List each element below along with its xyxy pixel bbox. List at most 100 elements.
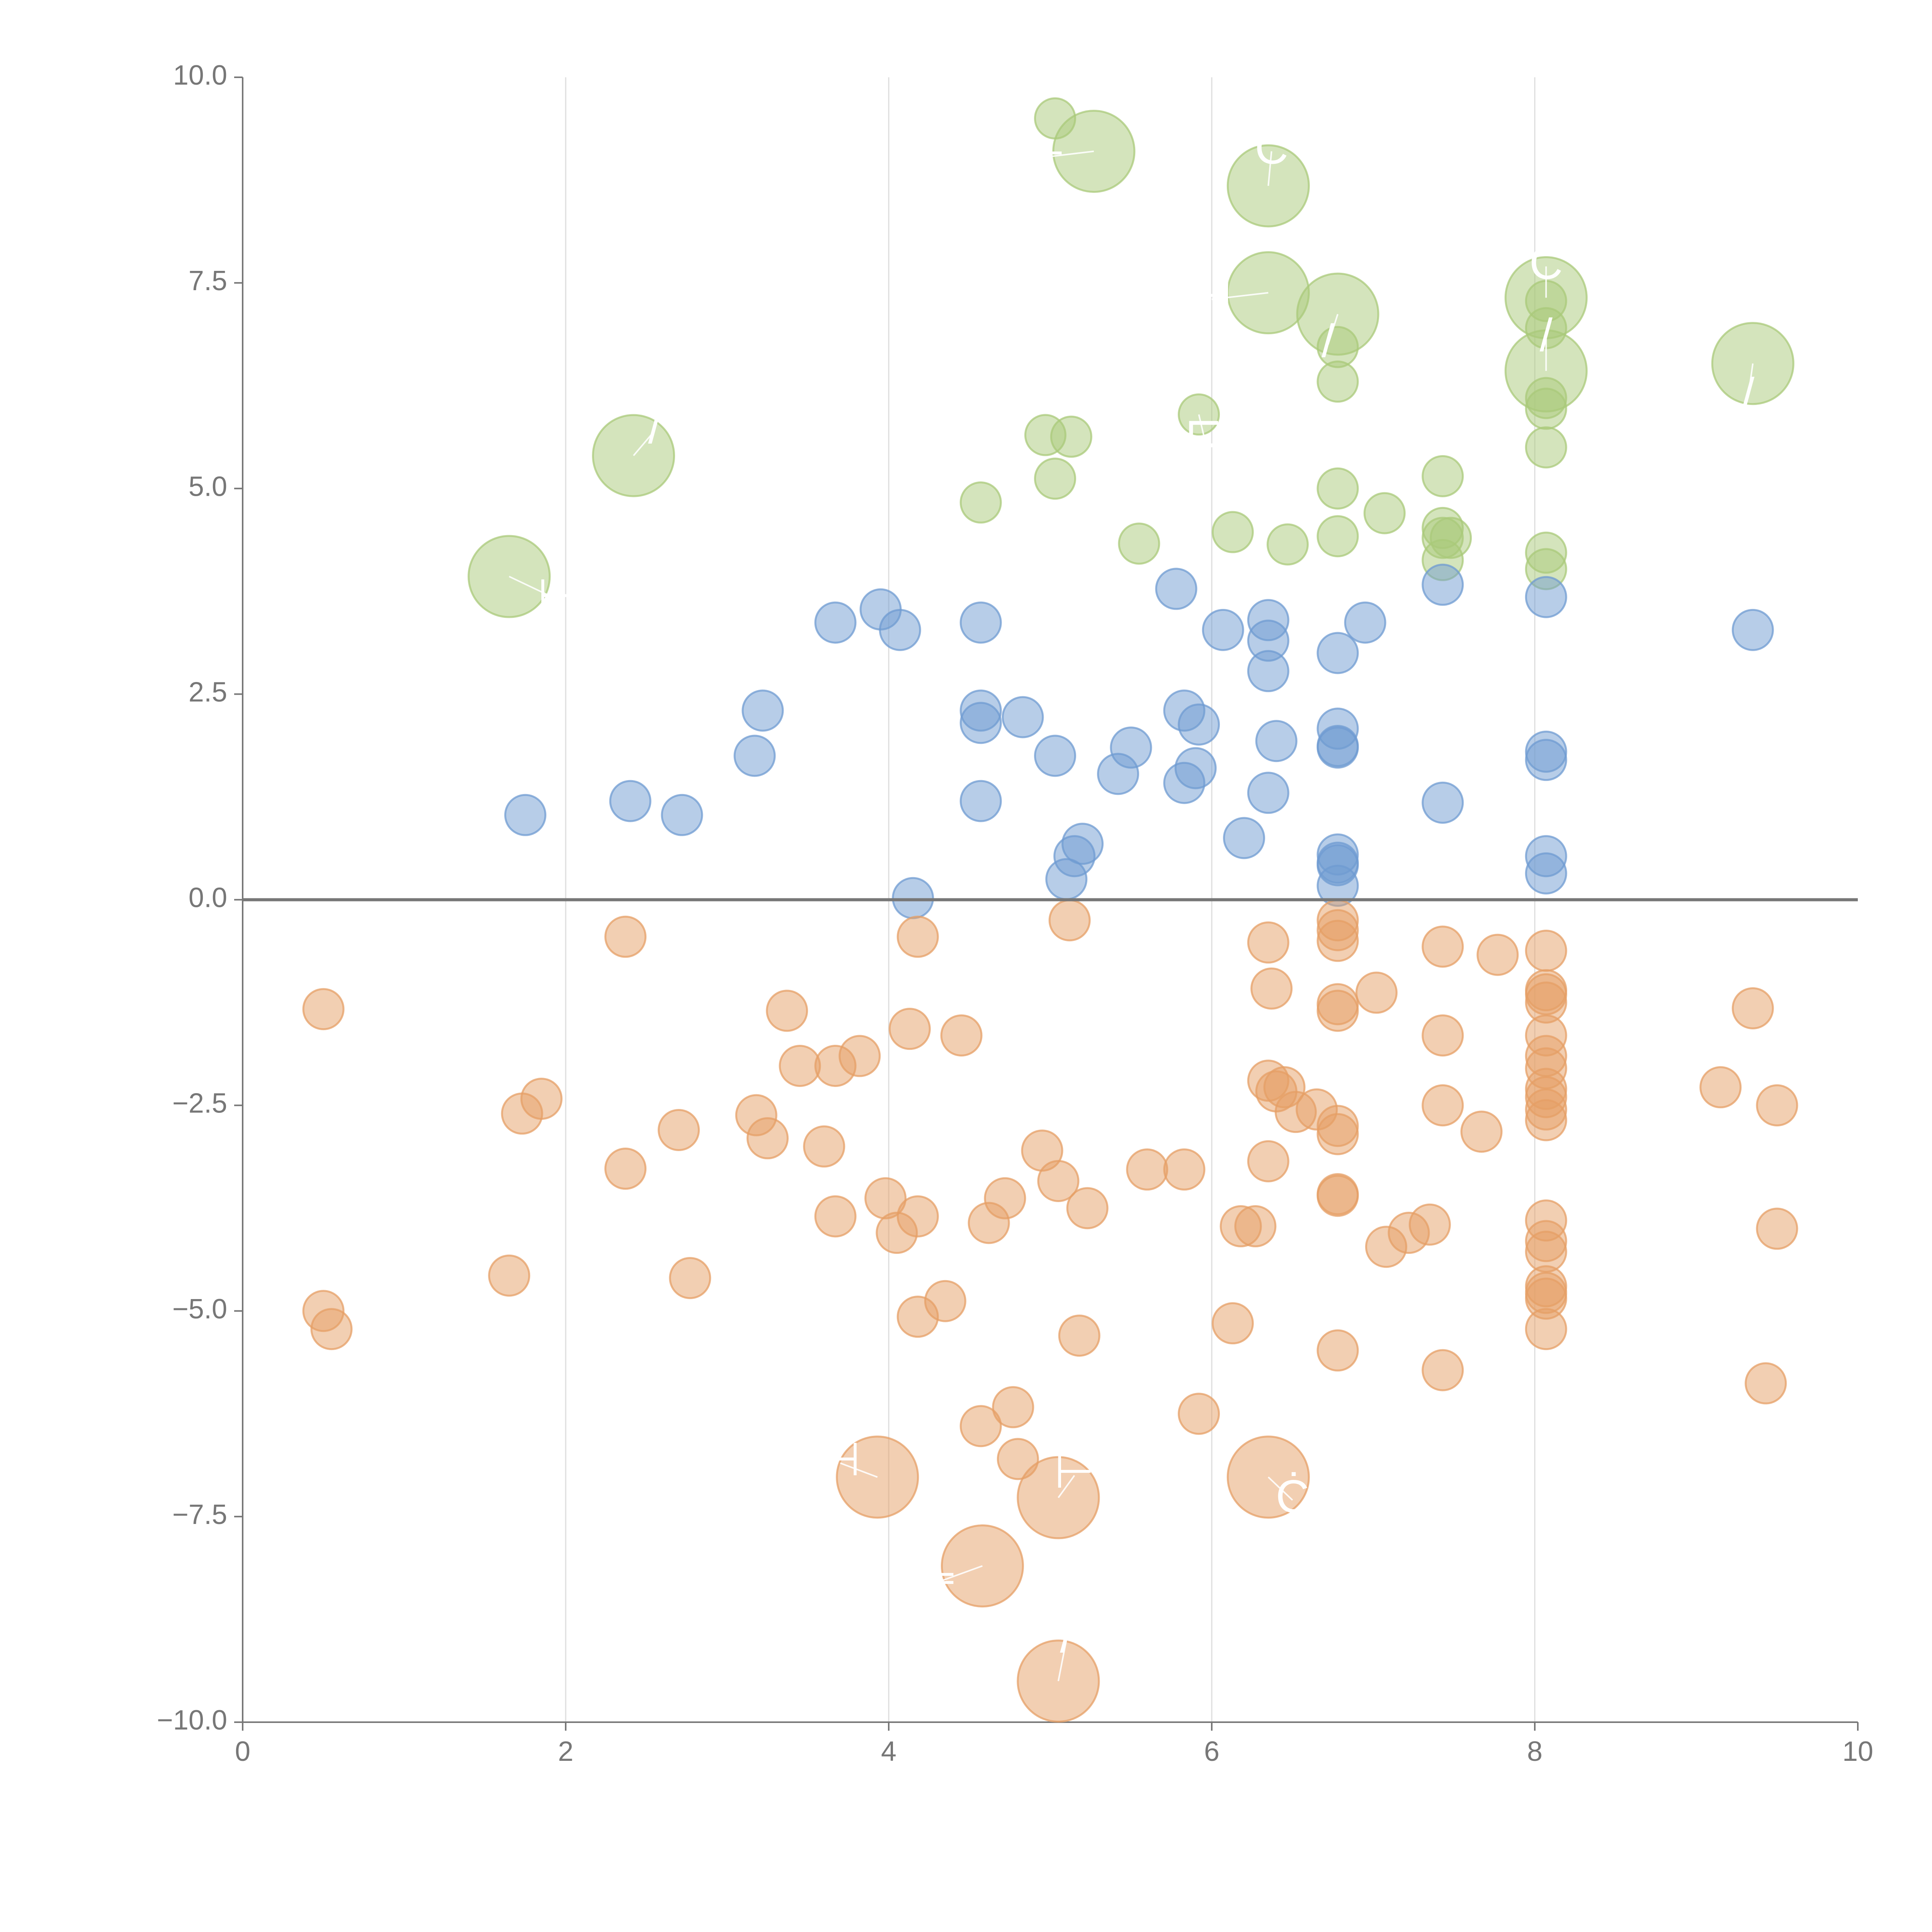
orange-bubble-47	[1316, 1113, 1359, 1155]
annotation-leader-7	[1198, 414, 1205, 435]
orange-bubble-90	[1178, 1393, 1220, 1435]
orange-bubble-9	[1476, 934, 1519, 976]
green-bubble-27	[1316, 515, 1359, 558]
annotation-label-0: ⊢	[1025, 128, 1066, 179]
annotation-leader-6	[1747, 363, 1754, 398]
y-tick-label-4: 0.0	[189, 883, 227, 913]
orange-bubble-69	[876, 1212, 918, 1254]
x-tick-label-1: 2	[558, 1736, 573, 1767]
blue-bubble-23	[1316, 726, 1359, 769]
annotation-leader-11	[1267, 1476, 1293, 1501]
orange-bubble-8	[1525, 929, 1567, 972]
orange-bubble-67	[1234, 1205, 1277, 1248]
annotation-leader-2	[1211, 292, 1269, 300]
blue-bubble-31	[1163, 762, 1206, 804]
annotation-leader-10	[840, 1462, 878, 1478]
blue-bubble-19	[1178, 703, 1220, 746]
blue-bubble-27	[1034, 735, 1077, 777]
blue-bubble-0	[1155, 568, 1197, 610]
orange-bubble-10	[1250, 967, 1293, 1010]
blue-bubble-7	[1344, 601, 1386, 644]
blue-bubble-5	[814, 601, 857, 644]
y-tick-label-8: 10.0	[173, 60, 227, 91]
blue-bubble-34	[959, 780, 1002, 822]
blue-bubble-46	[1045, 858, 1088, 900]
green-bubble-22	[959, 481, 1002, 524]
axis-ticks: 0 2 4 6 8 10 −10.0 −7.5 −5.0 −2.5 0.0 2.5 5.0 7.5 10.0	[157, 60, 1873, 1767]
orange-bubble-68	[1756, 1208, 1798, 1250]
orange-bubble-86	[1316, 1329, 1359, 1372]
orange-bubble-6	[1247, 921, 1289, 964]
x-tick-label-4: 8	[1527, 1736, 1543, 1767]
orange-bubble-87	[1422, 1349, 1464, 1391]
annotation-leader-0	[1045, 150, 1094, 158]
annotation-label-3: /	[1321, 315, 1335, 367]
orange-bubble-85	[1058, 1315, 1100, 1357]
orange-bubble-72	[1365, 1226, 1407, 1268]
blue-bubble-1	[1422, 563, 1464, 606]
annotation-label-10: ⊣	[820, 1434, 861, 1485]
orange-bubble-51	[1247, 1140, 1289, 1182]
orange-bubble-92	[997, 1438, 1039, 1480]
orange-bubble-82	[1211, 1302, 1254, 1345]
blue-bubble-9	[1202, 609, 1244, 651]
annotation-leader-12	[1058, 1475, 1075, 1498]
blue-bubble-6	[959, 601, 1002, 644]
orange-bubble-7	[1422, 925, 1464, 968]
orange-bubble-37	[1756, 1084, 1798, 1127]
orange-bubble-0	[1048, 899, 1091, 942]
orange-bubble-39	[1274, 1091, 1317, 1133]
orange-bubble-48	[747, 1117, 789, 1160]
annotation-label-8: /	[648, 401, 661, 453]
annotation-label-7: ⊏	[1184, 406, 1223, 457]
y-tick-label-3: −2.5	[172, 1088, 227, 1119]
blue-bubble-33	[609, 780, 651, 822]
blue-bubble-17	[1002, 696, 1044, 738]
blue-bubble-14	[742, 689, 784, 732]
annotation-leader-13	[937, 1565, 983, 1583]
green-bubble-18	[1525, 426, 1567, 469]
green-bubble-17	[1050, 415, 1092, 458]
blue-bubble-10	[1731, 609, 1774, 651]
orange-bubble-55	[1037, 1160, 1080, 1202]
green-bubble-11	[1316, 361, 1359, 403]
orange-bubble-91	[959, 1405, 1002, 1447]
annotation-label-6: /	[1742, 369, 1755, 420]
annotations: ⊢ Ċ ⊣ / Ċ / / ⊏ / ⊢ ⊣ Ċ ⊢ ⊨ /	[509, 122, 1755, 1681]
green-bubble-21	[1316, 467, 1359, 510]
orange-bubble-57	[1316, 1175, 1359, 1217]
y-tick-label-0: −10.0	[157, 1705, 227, 1736]
y-tick-label-6: 5.0	[189, 471, 227, 502]
orange-bubble-89	[992, 1386, 1034, 1429]
y-tick-label-2: −5.0	[172, 1294, 227, 1325]
annotation-label-1: Ċ	[1255, 122, 1288, 173]
x-tick-label-3: 6	[1204, 1736, 1219, 1767]
blue-bubble-35	[1422, 781, 1464, 824]
annotation-leader-3	[1327, 314, 1338, 345]
blue-bubble-36	[504, 794, 546, 836]
orange-bubble-74	[488, 1254, 531, 1297]
blue-bubble-48	[892, 877, 934, 919]
annotation-leader-1	[1267, 151, 1272, 186]
orange-bubble-53	[1126, 1148, 1168, 1191]
blue-bubble-37	[661, 794, 703, 836]
orange-bubble-54	[1163, 1148, 1206, 1191]
y-tick-label-5: 2.5	[189, 677, 227, 707]
orange-bubble-49	[803, 1125, 845, 1168]
annotation-label-9: ⊢	[537, 570, 578, 622]
orange-bubble-26	[779, 1044, 821, 1087]
orange-bubble-46	[1460, 1111, 1503, 1153]
orange-bubble-52	[604, 1148, 647, 1190]
blue-bubble-28	[1525, 739, 1567, 781]
annotation-label-13: ⊨	[917, 1553, 957, 1605]
orange-bubble-64	[968, 1202, 1010, 1244]
orange-bubble-33	[1699, 1066, 1742, 1109]
orange-bubble-41	[501, 1092, 543, 1135]
annotation-leader-9	[509, 576, 558, 600]
orange-bubble-75	[669, 1257, 711, 1299]
bubble-series	[302, 97, 1798, 1723]
y-tick-label-1: −7.5	[172, 1499, 227, 1530]
x-tick-label-5: 10	[1842, 1736, 1873, 1767]
